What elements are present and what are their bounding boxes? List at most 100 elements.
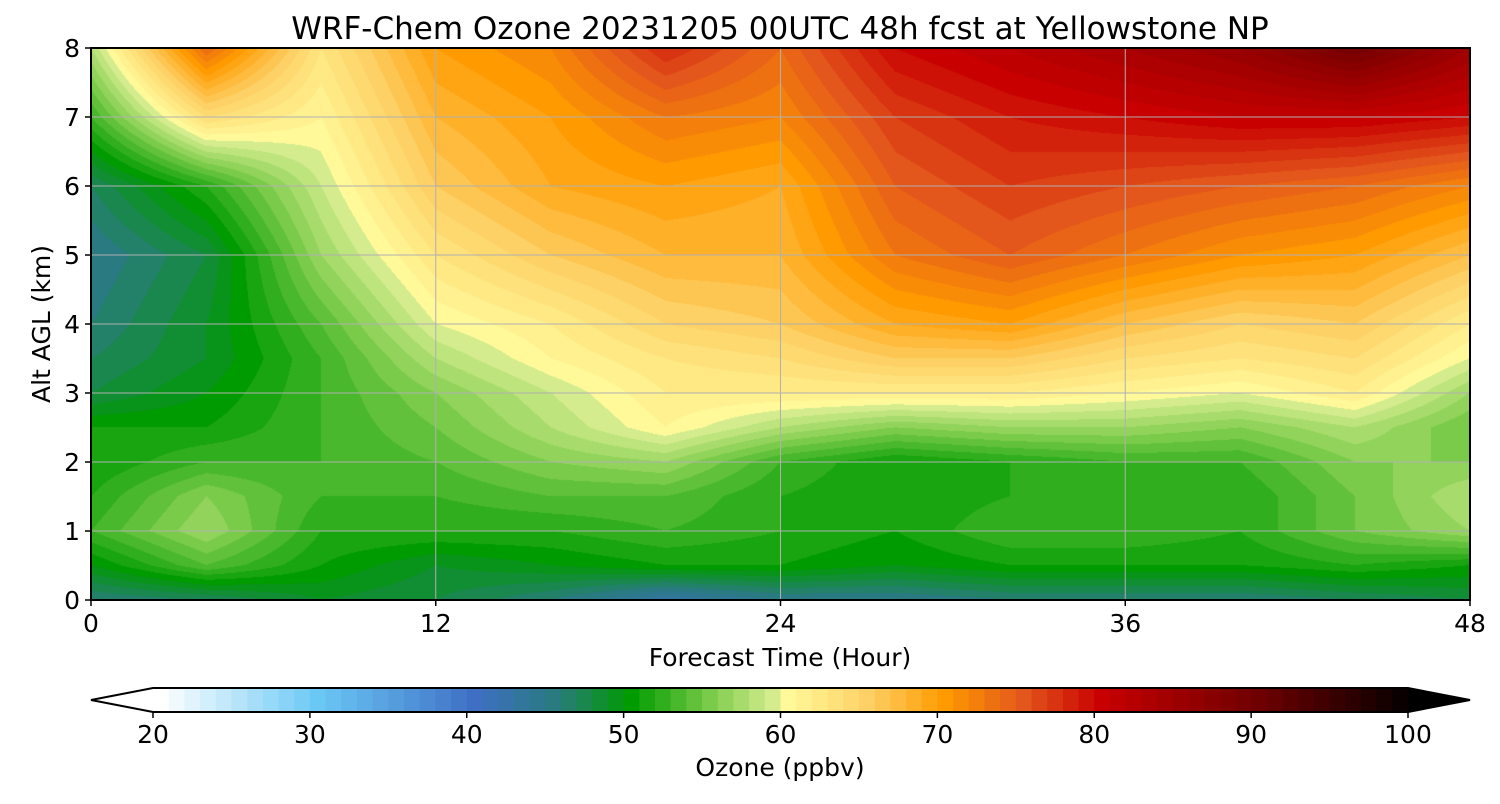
- colorbar-segment: [827, 688, 844, 712]
- colorbar-segment: [1141, 688, 1158, 712]
- colorbar-segment: [168, 688, 185, 712]
- colorbar-segment: [1219, 688, 1237, 712]
- colorbar-segment: [639, 688, 656, 712]
- colorbar-segment: [592, 688, 609, 712]
- colorbar-segment: [607, 688, 625, 712]
- colorbar-segment: [309, 688, 327, 712]
- colorbar-segment: [780, 688, 797, 712]
- colorbar-segment: [513, 688, 531, 712]
- colorbar-segment: [1282, 688, 1299, 712]
- x-axis-label: Forecast Time (Hour): [649, 643, 912, 672]
- colorbar-segment: [717, 688, 735, 712]
- colorbar-tick-label: 50: [608, 720, 640, 749]
- colorbar-extend-high: [1408, 688, 1470, 712]
- colorbar-segment: [529, 688, 546, 712]
- y-tick-label: 1: [64, 517, 80, 546]
- colorbar-tick-label: 80: [1078, 720, 1110, 749]
- x-tick-label: 36: [1109, 609, 1141, 638]
- colorbar-segment: [278, 688, 295, 712]
- colorbar-segment: [1266, 688, 1284, 712]
- colorbar-segment: [1078, 688, 1095, 712]
- colorbar-label: Ozone (ppbv): [695, 753, 864, 782]
- colorbar-segment: [404, 688, 421, 712]
- colorbar-segment: [1298, 688, 1315, 712]
- colorbar-segment: [953, 688, 970, 712]
- colorbar-segment: [796, 688, 813, 712]
- y-tick-label: 8: [64, 34, 80, 63]
- x-tick-label: 0: [83, 609, 99, 638]
- y-tick-label: 3: [64, 379, 80, 408]
- colorbar-tick-label: 70: [921, 720, 953, 749]
- colorbar-segment: [1251, 688, 1268, 712]
- colorbar-tick-label: 90: [1235, 720, 1267, 749]
- colorbar-segment: [294, 688, 311, 712]
- colorbar-tick-label: 100: [1384, 720, 1432, 749]
- colorbar-segment: [968, 688, 986, 712]
- colorbar-tick-label: 20: [137, 720, 169, 749]
- chart-title: WRF-Chem Ozone 20231205 00UTC 48h fcst a…: [291, 11, 1268, 47]
- colorbar-segment: [1062, 688, 1080, 712]
- colorbar-segment: [435, 688, 452, 712]
- colorbar-tick-label: 30: [294, 720, 326, 749]
- colorbar-segment: [1125, 688, 1142, 712]
- colorbar-segment: [984, 688, 1001, 712]
- colorbar-segment: [1392, 688, 1409, 712]
- colorbar-extend-low: [91, 688, 153, 712]
- colorbar-segment: [184, 688, 201, 712]
- colorbar-segment: [1157, 688, 1174, 712]
- colorbar-segment: [811, 688, 829, 712]
- colorbar-segment: [749, 688, 766, 712]
- colorbar-segment: [498, 688, 515, 712]
- colorbar-segment: [200, 688, 217, 712]
- y-tick-label: 0: [64, 586, 80, 615]
- colorbar-segment: [1376, 688, 1393, 712]
- colorbar-segment: [231, 688, 248, 712]
- colorbar-segment: [1329, 688, 1346, 712]
- colorbar-segment: [1094, 688, 1111, 712]
- colorbar-segment: [419, 688, 436, 712]
- colorbar-segment: [1047, 688, 1064, 712]
- colorbar-segment: [1109, 688, 1127, 712]
- colorbar-segment: [482, 688, 499, 712]
- colorbar-segment: [858, 688, 876, 712]
- colorbar-segment: [356, 688, 374, 712]
- colorbar-segment: [247, 688, 264, 712]
- colorbar-segment: [623, 688, 640, 712]
- colorbar-segment: [670, 688, 687, 712]
- colorbar-segment: [388, 688, 405, 712]
- colorbar-segment: [702, 688, 719, 712]
- colorbar-segment: [1235, 688, 1252, 712]
- colorbar-segment: [843, 688, 860, 712]
- colorbar-segment: [545, 688, 562, 712]
- colorbar-segment: [215, 688, 233, 712]
- colorbar-segment: [890, 688, 907, 712]
- colorbar-segment: [906, 688, 923, 712]
- colorbar-segment: [372, 688, 389, 712]
- colorbar-segment: [1345, 688, 1362, 712]
- x-tick-label: 12: [420, 609, 452, 638]
- colorbar-segment: [1313, 688, 1331, 712]
- colorbar-segment: [1204, 688, 1221, 712]
- y-tick-label: 4: [64, 310, 80, 339]
- colorbar-segment: [325, 688, 342, 712]
- colorbar-segment: [341, 688, 358, 712]
- colorbar-segment: [1015, 688, 1033, 712]
- x-tick-label: 24: [765, 609, 797, 638]
- colorbar-segment: [874, 688, 891, 712]
- colorbar-segment: [937, 688, 954, 712]
- y-tick-label: 2: [64, 448, 80, 477]
- colorbar-segment: [560, 688, 578, 712]
- colorbar-segment: [733, 688, 750, 712]
- colorbar-segment: [686, 688, 703, 712]
- colorbar-tick-label: 40: [451, 720, 483, 749]
- colorbar-segment: [576, 688, 593, 712]
- y-tick-label: 7: [64, 103, 80, 132]
- x-tick-label: 48: [1454, 609, 1486, 638]
- colorbar-segment: [764, 688, 782, 712]
- colorbar-segment: [262, 688, 280, 712]
- colorbar-segment: [451, 688, 468, 712]
- colorbar-segment: [1031, 688, 1048, 712]
